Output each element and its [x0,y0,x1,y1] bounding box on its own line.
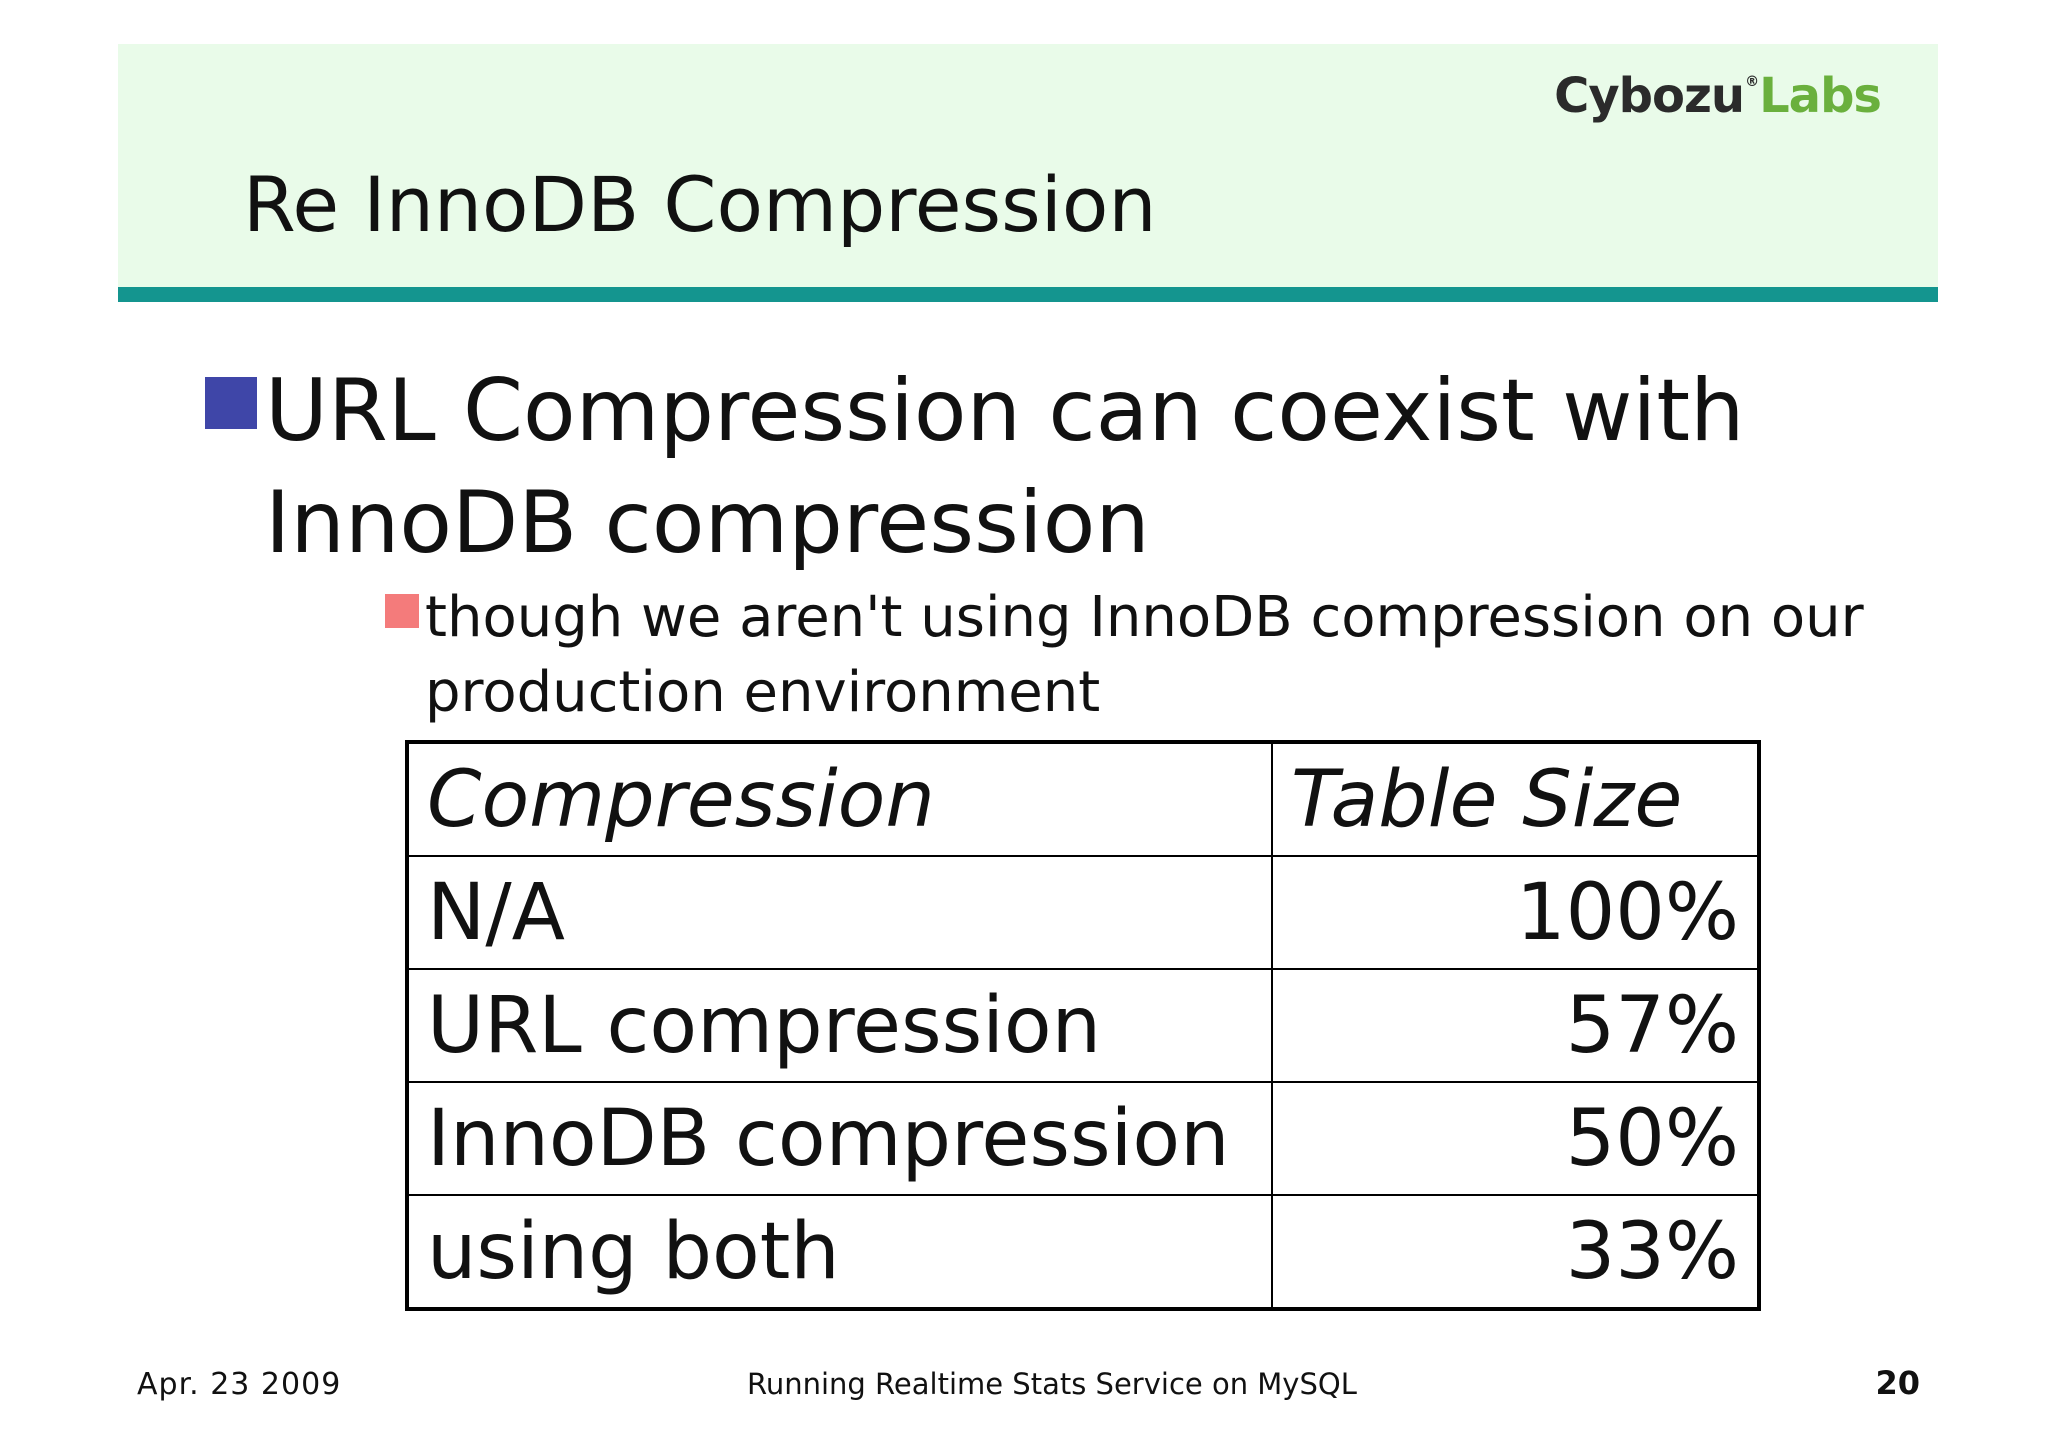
square-bullet-icon [385,594,419,628]
cell-table-size: 50% [1271,1081,1760,1196]
bullet-level1-text: URL Compression can coexist with InnoDB … [265,361,1745,573]
header-compression: Compression [406,741,1273,857]
header-table-size: Table Size [1271,741,1760,857]
page-number: 20 [1875,1364,1920,1402]
slide-title: Re InnoDB Compression [243,160,1157,249]
table-row: InnoDB compression 50% [406,1081,1760,1196]
bullet-level2-text: though we aren't using InnoDB compressio… [425,585,1864,725]
compression-table: Compression Table Size N/A 100% URL comp… [405,740,1761,1311]
footer-title: Running Realtime Stats Service on MySQL [747,1367,1357,1401]
header-band [118,44,1938,287]
square-bullet-icon [205,377,257,429]
table-row: using both 33% [406,1194,1760,1310]
cell-table-size: 100% [1271,855,1760,970]
footer-date: Apr. 23 2009 [137,1367,342,1402]
header-divider [118,287,1938,302]
cell-compression: URL compression [406,968,1273,1083]
cell-compression: N/A [406,855,1273,970]
logo-primary: Cybozu [1554,68,1745,124]
cell-compression: using both [406,1194,1273,1310]
cell-table-size: 33% [1271,1194,1760,1310]
cybozu-labs-logo: Cybozu®Labs [1554,68,1882,124]
logo-registered-mark: ® [1745,74,1759,90]
table-row: URL compression 57% [406,968,1760,1083]
cell-table-size: 57% [1271,968,1760,1083]
logo-secondary: Labs [1759,68,1882,124]
table-header-row: Compression Table Size [406,741,1760,857]
table-row: N/A 100% [406,855,1760,970]
cell-compression: InnoDB compression [406,1081,1273,1196]
